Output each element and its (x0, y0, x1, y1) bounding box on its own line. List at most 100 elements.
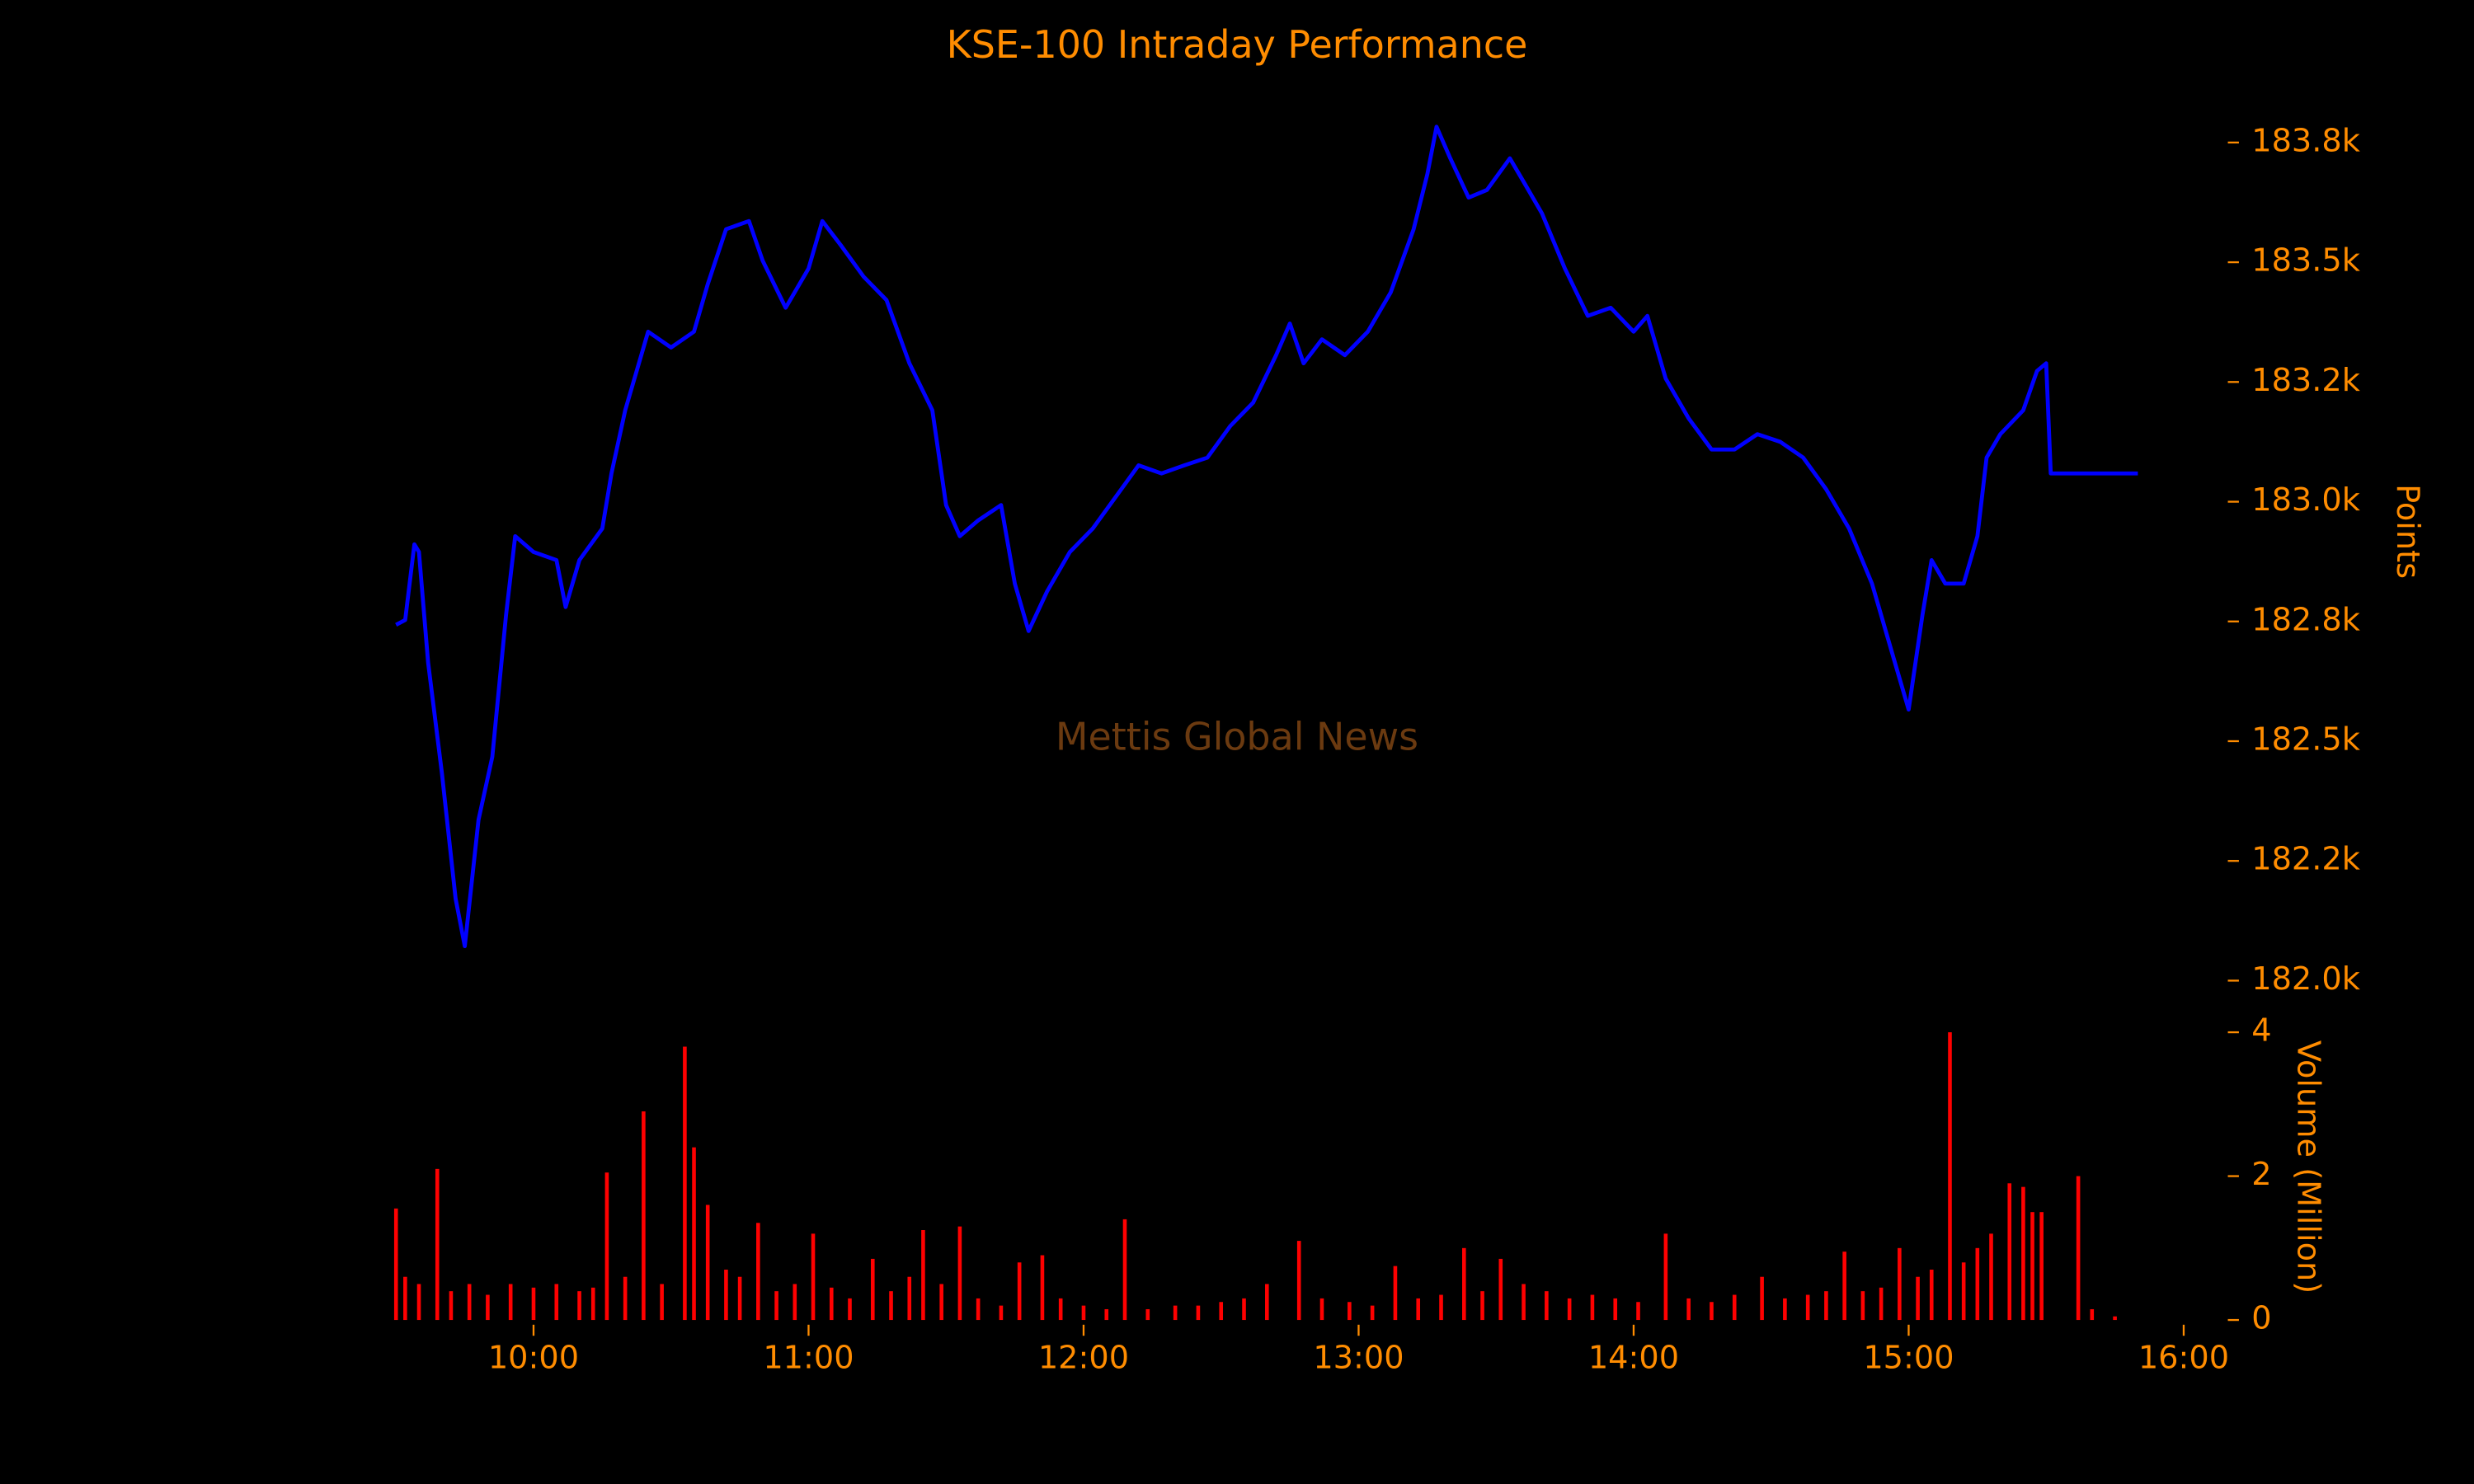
volume-bar (1916, 1276, 1920, 1321)
volume-bar (590, 1287, 595, 1321)
volume-bar (737, 1276, 742, 1321)
volume-bar (554, 1284, 559, 1321)
volume-bar (1462, 1247, 1466, 1321)
volume-bar (435, 1168, 440, 1321)
volume-bar (1296, 1241, 1301, 1321)
volume-bar (1710, 1302, 1714, 1321)
x-tick-label: 10:00 (488, 1339, 579, 1376)
watermark: Mettis Global News (1056, 715, 1418, 759)
x-tick-label: 12:00 (1038, 1339, 1129, 1376)
volume-bar (1319, 1298, 1324, 1321)
x-tick-label: 13:00 (1313, 1339, 1404, 1376)
volume-bar (1196, 1305, 1201, 1321)
volume-bar (811, 1233, 816, 1321)
volume-bar (1145, 1308, 1150, 1321)
volume-bar (1081, 1305, 1086, 1321)
volume-bar (1590, 1294, 1595, 1321)
volume-bar (2039, 1212, 2044, 1321)
volume-bar (1219, 1302, 1224, 1321)
volume-bar (623, 1276, 628, 1321)
volume-bar (2090, 1308, 2095, 1321)
volume-bar (724, 1269, 728, 1321)
y-tick-label: 183.5k (2251, 242, 2361, 279)
volume-bar (2007, 1183, 2012, 1321)
volume-bar (1348, 1302, 1352, 1321)
price-line (395, 124, 2138, 949)
volume-bar (1498, 1258, 1503, 1321)
volume-bar (793, 1284, 797, 1321)
volume-bar (939, 1284, 943, 1321)
volume-bar (531, 1287, 536, 1321)
volume-bar (692, 1147, 696, 1321)
volume-bar (1860, 1291, 1865, 1321)
volume-bar (1265, 1284, 1269, 1321)
volume-bar (921, 1230, 925, 1321)
volume-bar (1732, 1294, 1737, 1321)
volume-bar (1173, 1305, 1178, 1321)
volume-bar (1760, 1276, 1764, 1321)
volume-bar (1242, 1298, 1246, 1321)
y-tick-label: 183.0k (2251, 481, 2361, 519)
volume-bar (1989, 1233, 1993, 1321)
volume-bar (1122, 1219, 1127, 1321)
y-tick-label: 182.8k (2251, 601, 2361, 638)
volume-bar (1017, 1262, 1022, 1321)
volume-bar (2076, 1176, 2081, 1321)
volume-bar (393, 1208, 398, 1321)
volume-bar (2021, 1186, 2025, 1321)
volume-bar (774, 1291, 778, 1321)
volume-bar (2030, 1212, 2034, 1321)
volume-bar (976, 1298, 981, 1321)
volume-bar (1898, 1247, 1902, 1321)
volume-bar (683, 1046, 687, 1321)
volume-bar (1104, 1308, 1109, 1321)
volume-bar (1040, 1255, 1045, 1321)
volume-bar (889, 1291, 893, 1321)
volume-bar (1805, 1294, 1810, 1321)
volume-bar (1783, 1298, 1787, 1321)
y2-axis-label: Volume (Million) (2290, 1040, 2327, 1294)
volume-bar (1416, 1298, 1421, 1321)
volume-bar (449, 1291, 454, 1321)
volume-bar (1370, 1305, 1375, 1321)
volume-bar (604, 1172, 609, 1321)
volume-bar (642, 1111, 646, 1321)
volume-bar (705, 1205, 710, 1321)
volume-bar (1058, 1298, 1063, 1321)
y-tick-label: 182.2k (2251, 841, 2361, 878)
volume-bar (957, 1226, 962, 1321)
x-tick-label: 14:00 (1588, 1339, 1679, 1376)
volume-bar (486, 1294, 490, 1321)
volume-bar (1567, 1298, 1572, 1321)
volume-bar (848, 1298, 852, 1321)
volume-bar (1613, 1298, 1618, 1321)
volume-bar (756, 1223, 760, 1321)
volume-bar (1879, 1287, 1884, 1321)
volume-bar (870, 1258, 875, 1321)
y-tick-label: 182.0k (2251, 960, 2361, 998)
volume-bar (1975, 1247, 1980, 1321)
volume-bar (1522, 1284, 1526, 1321)
volume-bar (1842, 1252, 1846, 1321)
y-tick-label: 182.5k (2251, 721, 2361, 758)
volume-bar (1480, 1291, 1484, 1321)
volume-bar (1439, 1294, 1443, 1321)
volume-bar (1929, 1269, 1934, 1321)
volume-bar (577, 1291, 581, 1321)
volume-bar (1948, 1032, 1952, 1321)
y-tick-label: 183.8k (2251, 122, 2361, 159)
y-tick-label: 2 (2251, 1156, 2271, 1193)
volume-bar (999, 1305, 1004, 1321)
volume-bar (1686, 1298, 1691, 1321)
volume-bar (508, 1284, 513, 1321)
x-tick-label: 15:00 (1863, 1339, 1954, 1376)
y-tick-label: 4 (2251, 1012, 2271, 1050)
volume-bar (1961, 1262, 1966, 1321)
y-axis-label: Points (2389, 484, 2426, 579)
volume-bar (1393, 1266, 1398, 1321)
volume-bar (660, 1284, 664, 1321)
x-tick-label: 11:00 (763, 1339, 854, 1376)
volume-bar (1636, 1302, 1640, 1321)
